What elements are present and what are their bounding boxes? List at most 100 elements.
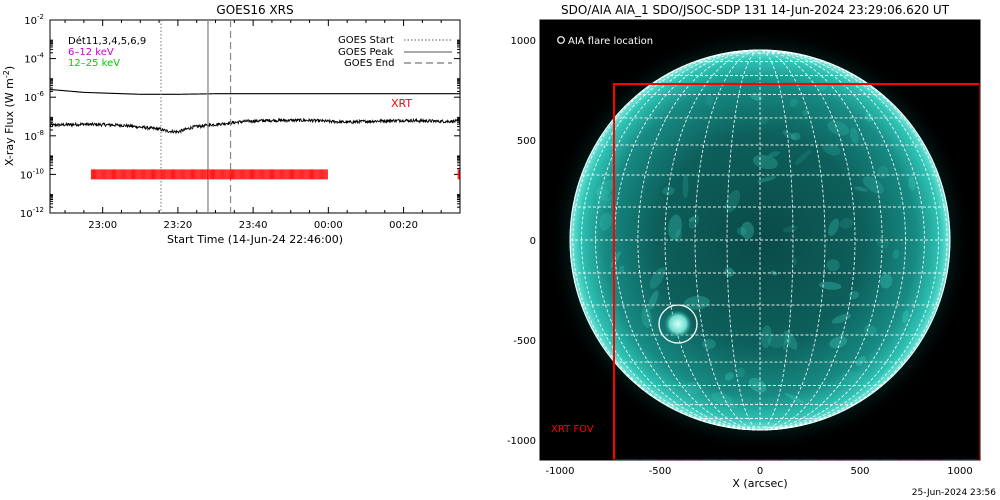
aia-image: [540, 20, 980, 460]
coronal-loop: [736, 226, 747, 236]
x-tick-label: 00:20: [389, 220, 418, 231]
coronal-loop: [649, 267, 666, 289]
longitude-line: [726, 49, 761, 431]
coronal-loop: [683, 295, 710, 310]
longitude-line: [759, 49, 906, 431]
coronal-loop: [711, 392, 733, 405]
coronal-loop: [768, 151, 780, 158]
aia-title: SDO/AIA AIA_1 SDO/JSOC-SDP 131 14-Jun-20…: [561, 3, 950, 17]
coronal-loop: [908, 176, 916, 191]
flux-line-short-channel: [49, 117, 461, 135]
aia-y-tick-label: -500: [513, 336, 536, 347]
coronal-loop: [792, 257, 798, 265]
aia-axis-ticks: -1000 -500 0 500 1000 -1000 -500 0 500 1000: [507, 36, 973, 477]
aia-y-tick-label: 1000: [511, 36, 536, 47]
x-axis-label: Start Time (14-Jun-24 22:46:00): [167, 233, 343, 246]
coronal-loop: [782, 225, 799, 233]
coronal-loop: [688, 214, 700, 229]
coronal-loop: [854, 186, 868, 192]
coronal-loop: [876, 166, 889, 179]
longitude-line: [759, 49, 826, 431]
coronal-loop: [648, 290, 659, 310]
longitude-line: [759, 49, 948, 431]
coronal-loop: [794, 149, 812, 165]
coronal-loop: [802, 109, 809, 116]
coronal-loop: [684, 381, 702, 395]
legend-label-peak: GOES Peak: [338, 47, 393, 58]
coronal-loop: [855, 356, 866, 367]
coronal-loop: [662, 186, 675, 196]
coronal-loop: [789, 98, 798, 108]
coronal-loop: [688, 216, 695, 222]
coronal-loop: [675, 229, 682, 243]
band-label-6-12kev: 6–12 keV: [68, 47, 114, 58]
coronal-loop: [757, 176, 777, 183]
xrt-label: XRT: [391, 97, 412, 110]
coronal-loop: [862, 176, 884, 194]
chart-title: GOES16 XRS: [216, 3, 293, 17]
coronal-loop: [599, 212, 612, 231]
x-tick-label: 23:20: [163, 220, 192, 231]
flux-line-long-channel: [49, 88, 460, 95]
coronal-loop: [740, 221, 755, 239]
coronal-loop: [748, 377, 767, 393]
band-label-detectors: Dét11,3,4,5,6,9: [68, 35, 146, 47]
y-tick-label: 10-12: [20, 206, 44, 220]
coronal-loop: [822, 143, 841, 156]
y-tick-label: 10-4: [24, 52, 44, 66]
coronal-loop: [902, 310, 909, 323]
coronal-loop: [596, 195, 612, 209]
longitude-line: [759, 49, 883, 431]
coronal-loop: [827, 120, 850, 136]
longitude-line: [572, 49, 761, 431]
aia-y-tick-label: -1000: [507, 436, 536, 447]
coronal-loop: [668, 214, 682, 240]
y-tick-label: 10-10: [20, 167, 44, 181]
coronal-loop: [641, 306, 652, 328]
coronal-loop: [880, 273, 893, 289]
longitude-line: [759, 49, 794, 431]
x-tick-label: 00:00: [314, 220, 343, 231]
aia-x-tick-label: -1000: [545, 466, 574, 477]
legend-circle-icon: [557, 36, 565, 44]
longitude-line: [614, 49, 761, 431]
longitude-line: [595, 49, 761, 431]
longitude-line: [694, 49, 761, 431]
coronal-loop: [819, 281, 842, 290]
legend-flare-label: AIA flare location: [568, 36, 653, 47]
flare-location-circle: [658, 304, 698, 344]
solar-limb: [569, 49, 951, 431]
longitude-line: [664, 49, 761, 431]
coronal-loop: [849, 127, 859, 144]
coronal-loop: [705, 94, 714, 107]
plot-frame: [49, 19, 461, 214]
aia-x-tick-label: 500: [850, 466, 869, 477]
coronal-loop: [682, 173, 689, 199]
aia-x-tick-label: -500: [649, 466, 672, 477]
x-axis-ticks: 23:00 23:20 23:40 00:00 00:20: [64, 20, 461, 231]
aia-y-tick-label: 0: [530, 236, 536, 247]
xrt-fov-box: [613, 83, 980, 460]
coronal-loop: [831, 313, 851, 324]
x-tick-label: 23:00: [88, 220, 117, 231]
band-label-12-25kev: 12–25 keV: [68, 58, 120, 69]
aia-legend: AIA flare location: [557, 36, 653, 47]
coronal-loop: [828, 218, 840, 237]
coronal-loop: [839, 218, 854, 229]
flare-brightening: [664, 310, 692, 338]
coronal-loop: [892, 248, 900, 260]
coronal-loop: [767, 334, 787, 348]
heliographic-grid: [569, 49, 951, 431]
coronal-loop: [782, 130, 796, 140]
xrt-fov-label: XRT FOV: [551, 424, 594, 435]
goes-xrs-chart: GOES16 XRS 10-12 10-10 10-8 10-6 10-4 10-2 23…: [2, 3, 461, 246]
y-axis-label: X-ray Flux (W m-2): [2, 66, 16, 166]
aia-x-tick-label: 0: [757, 466, 763, 477]
legend-label-end: GOES End: [344, 58, 394, 69]
coronal-loop: [618, 265, 625, 274]
coronal-loop: [752, 154, 778, 170]
coronal-loop: [790, 132, 801, 141]
coronal-loop: [782, 335, 792, 350]
plot-area: [49, 20, 461, 213]
aia-x-axis-label: X (arcsec): [732, 477, 787, 490]
